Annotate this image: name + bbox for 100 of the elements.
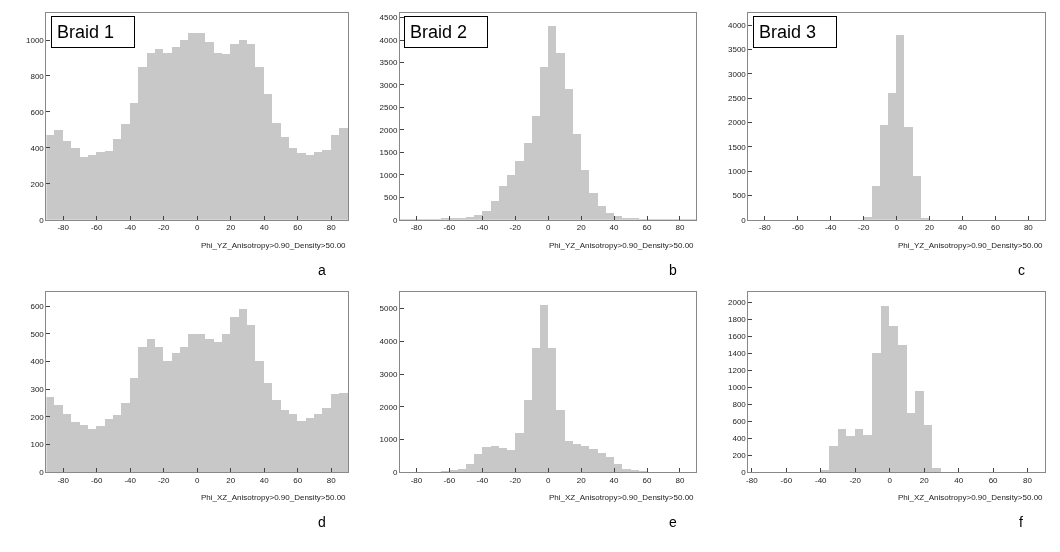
x-tick-label: -20 [849,475,862,485]
y-tick-label: 3000 [728,69,747,79]
y-tick-label: 600 [30,301,45,311]
x-tick-label: 80 [326,223,337,233]
text: e [669,514,677,530]
x-axis-title: Phi_XZ_Anisotropy>0.90_Density>50.00 [549,493,695,502]
x-axis-title: Phi_YZ_Anisotropy>0.90_Density>50.00 [549,241,695,250]
x-tick-label: 20 [925,223,935,233]
y-tick-label: 1000 [379,170,398,180]
y-tick-label: 2500 [379,103,398,113]
x-tick-label: 80 [675,475,685,485]
y-tick-label: 4000 [728,21,747,31]
x-tick-label: 20 [226,475,236,485]
x-tick-label: -40 [124,475,137,485]
y-tick-label: 2000 [379,402,398,412]
x-axis-title: Phi_XZ_Anisotropy>0.90_Density>50.00 [201,493,347,502]
x-tick-label: -80 [759,223,772,233]
y-tick-label: 600 [30,107,45,117]
x-tick-label: 60 [990,223,1001,233]
text: Braid 3 [759,22,817,42]
x-tick-label: -60 [443,475,456,485]
y-tick-label: 800 [732,400,747,410]
y-tick-label: 0 [392,215,398,225]
x-tick-label: -60 [90,475,103,485]
x-tick-label: -60 [792,223,805,233]
y-tick-label: 0 [392,467,398,477]
x-tick-label: 20 [919,475,930,485]
x-tick-label: 20 [576,223,587,233]
y-tick-label: 400 [732,434,747,444]
y-tick-label: 3000 [379,80,398,90]
x-tick-label: 60 [642,475,652,485]
y-tick-label: 800 [30,71,45,81]
x-tick-label: -40 [476,475,489,485]
y-tick-label: 1500 [728,142,747,152]
y-tick-label: 1000 [728,166,747,176]
text: a [318,262,326,278]
x-tick-label: 40 [259,223,270,233]
y-tick-label: 400 [30,143,45,153]
x-tick-label: 20 [576,475,587,485]
y-tick-label: 0 [39,215,45,225]
y-tick-label: 1200 [728,366,747,376]
x-tick-label: 40 [958,223,968,233]
x-tick-label: 0 [545,223,551,233]
y-tick-label: 4000 [379,337,398,347]
x-tick-label: 40 [609,475,620,485]
y-tick-label: 2000 [728,298,747,308]
y-tick-label: 200 [30,179,45,189]
y-tick-label: 1000 [379,435,398,445]
x-tick-label: -20 [157,223,171,233]
x-tick-label: 20 [226,223,236,233]
y-tick-label: 1600 [728,332,747,342]
x-tick-label: 80 [326,475,337,485]
x-tick-label: -40 [476,223,489,233]
x-tick-label: 0 [894,223,900,233]
x-tick-label: -80 [746,475,759,485]
y-tick-label: 0 [39,467,45,477]
x-tick-label: -80 [57,475,70,485]
x-tick-label: 40 [954,475,964,485]
y-tick-label: 1000 [26,35,45,45]
x-tick-label: -80 [410,475,423,485]
y-tick-label: 600 [732,417,747,427]
x-tick-label: 40 [259,475,270,485]
y-tick-label: 1000 [728,383,747,393]
x-tick-label: 0 [194,475,200,485]
x-tick-label: -80 [410,223,423,233]
x-tick-label: -20 [509,223,522,233]
x-tick-label: -40 [815,475,828,485]
y-tick-label: 5000 [379,304,398,314]
x-tick-label: 80 [1023,223,1034,233]
y-tick-label: 1400 [728,349,747,359]
y-tick-label: 3500 [379,58,398,68]
x-tick-label: -60 [90,223,103,233]
x-tick-label: 0 [194,223,200,233]
y-tick-label: 2000 [379,125,398,135]
y-tick-label: 2000 [728,118,747,128]
x-tick-label: -20 [157,475,171,485]
y-tick-label: 400 [30,357,45,367]
y-tick-label: 1800 [728,315,747,325]
x-tick-label: 60 [293,223,303,233]
y-tick-label: 4500 [379,13,398,23]
x-tick-label: 80 [675,223,685,233]
text: f [1019,514,1023,530]
text: Braid 2 [410,22,468,42]
y-tick-label: 500 [384,193,398,203]
y-tick-label: 1500 [379,148,398,158]
y-tick-label: 0 [741,467,747,477]
x-tick-label: -20 [857,223,870,233]
x-tick-label: -40 [124,223,137,233]
x-tick-label: -60 [443,223,456,233]
y-tick-label: 200 [732,451,747,461]
x-tick-label: 60 [988,475,999,485]
text: b [669,262,677,278]
y-tick-label: 500 [30,329,45,339]
x-tick-label: 40 [609,223,620,233]
x-tick-label: 80 [1023,475,1033,485]
x-tick-label: 60 [293,475,303,485]
x-tick-label: -40 [824,223,838,233]
y-tick-label: 300 [30,384,45,394]
text: Braid 1 [57,22,115,42]
x-tick-label: 0 [545,475,551,485]
